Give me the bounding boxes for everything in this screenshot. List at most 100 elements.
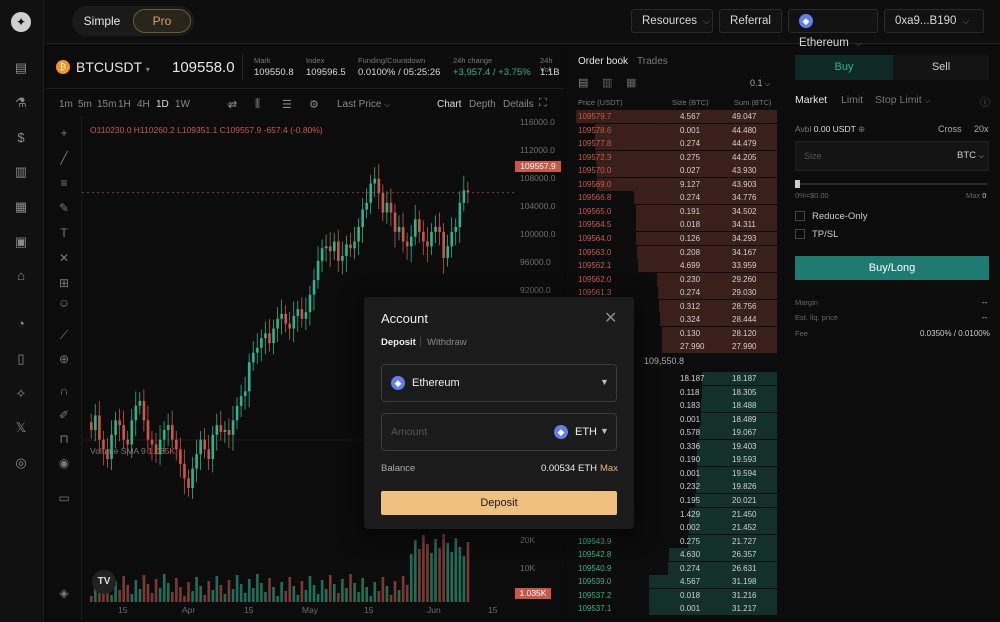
interval-5m[interactable]: 5m bbox=[78, 99, 92, 110]
sparkle-icon[interactable]: ✧ bbox=[15, 386, 27, 401]
globe-icon[interactable]: ◎ bbox=[15, 455, 27, 470]
step-select[interactable]: 0.1 ⌵ bbox=[750, 78, 771, 88]
bid-row[interactable]: 109539.0 4.567 31.198 bbox=[566, 575, 783, 589]
bid-row[interactable]: 109540.9 0.274 26.631 bbox=[566, 561, 783, 576]
ask-row[interactable]: 109561.3 0.274 29.030 bbox=[566, 286, 783, 300]
info-icon[interactable]: ⓘ bbox=[980, 98, 990, 109]
ask-row[interactable]: 27.990 27.990 bbox=[566, 340, 783, 354]
margin-mode[interactable]: Cross bbox=[938, 124, 962, 134]
eye-icon[interactable]: ◉ bbox=[58, 456, 70, 470]
interval-1w[interactable]: 1W bbox=[175, 99, 190, 110]
bid-row[interactable]: 109537.1 0.001 31.217 bbox=[566, 602, 783, 616]
token-select[interactable]: ETH bbox=[575, 426, 597, 438]
bid-row[interactable]: 1.429 21.450 bbox=[566, 507, 783, 522]
interval-1h[interactable]: 1H bbox=[118, 99, 131, 110]
stats-icon[interactable]: ▦ bbox=[14, 199, 28, 214]
candle-type-icon[interactable]: ⇄ bbox=[228, 99, 238, 111]
book-both-icon[interactable]: ▤ bbox=[578, 77, 589, 89]
indicators-icon[interactable]: ⫼ bbox=[255, 98, 261, 110]
close-icon[interactable]: ✕ bbox=[604, 310, 618, 327]
bid-row[interactable]: 109543.9 0.275 21.727 bbox=[566, 534, 783, 549]
magnet-icon[interactable]: ∩ bbox=[59, 384, 69, 398]
order-type-market[interactable]: Market bbox=[795, 94, 828, 106]
pattern-icon[interactable]: ✕ bbox=[58, 251, 70, 265]
size-slider[interactable] bbox=[797, 183, 987, 185]
ask-row[interactable]: 109572.3 0.275 44.205 bbox=[566, 150, 783, 165]
deposit-button[interactable]: Deposit bbox=[381, 491, 617, 515]
measure-ruler-icon[interactable]: ⊞ bbox=[58, 276, 70, 290]
ask-row[interactable]: 109564.5 0.018 34.311 bbox=[566, 218, 783, 232]
ask-row[interactable]: 0.312 28.756 bbox=[566, 299, 783, 314]
bid-row[interactable]: 0.190 19.593 bbox=[566, 453, 783, 467]
sell-tab[interactable]: Sell bbox=[893, 55, 989, 80]
leverage[interactable]: 20x bbox=[974, 124, 989, 134]
dollar-icon[interactable]: $ bbox=[17, 130, 25, 145]
bid-row[interactable]: 0.183 18.488 bbox=[566, 399, 783, 413]
mode-simple-button[interactable]: Simple bbox=[83, 14, 121, 28]
tab-depth[interactable]: Depth bbox=[469, 99, 496, 110]
ask-row[interactable]: 109570.0 0.027 43.930 bbox=[566, 164, 783, 178]
analytics-icon[interactable]: ▣ bbox=[14, 234, 28, 249]
ask-row[interactable]: 109577.8 0.274 44.479 bbox=[566, 137, 783, 151]
ask-row[interactable]: 109578.6 0.001 44.480 bbox=[566, 123, 783, 138]
size-unit-select[interactable]: BTC ⌵ bbox=[957, 150, 984, 161]
slider-thumb[interactable] bbox=[795, 180, 800, 188]
gift-icon[interactable]: ⌂ bbox=[17, 268, 25, 283]
pencil-lock-icon[interactable]: ✐ bbox=[58, 408, 70, 422]
bid-row[interactable]: 18.187 18.187 bbox=[566, 372, 783, 386]
document-icon[interactable]: ▯ bbox=[17, 351, 25, 366]
ruler-icon[interactable]: ⟋ bbox=[59, 328, 69, 342]
tab-deposit[interactable]: Deposit bbox=[381, 337, 416, 348]
x-social-icon[interactable]: 𝕏 bbox=[15, 420, 27, 435]
ask-row[interactable]: 109563.0 0.208 34.167 bbox=[566, 245, 783, 260]
mode-pro-button[interactable]: Pro bbox=[133, 9, 191, 33]
tab-details[interactable]: Details bbox=[503, 99, 534, 110]
emoji-icon[interactable]: ☺ bbox=[57, 296, 71, 310]
fullscreen-icon[interactable]: ⛶ bbox=[539, 97, 547, 109]
tab-order-book[interactable]: Order book bbox=[578, 56, 629, 67]
ask-row[interactable]: 109562.1 4.699 33.959 bbox=[566, 259, 783, 273]
resources-menu[interactable]: Resources ⌵ bbox=[631, 9, 713, 33]
interval-1d[interactable]: 1D bbox=[156, 99, 169, 110]
lock-icon[interactable]: ⊓ bbox=[59, 432, 69, 446]
trade-icon[interactable]: ▤ bbox=[14, 60, 28, 75]
ask-row[interactable]: 109579.7 4.567 49.047 bbox=[566, 110, 783, 124]
ask-row[interactable]: 109566.8 0.274 34.776 bbox=[566, 191, 783, 205]
network-dropdown[interactable]: ◆ Ethereum ▼ bbox=[381, 364, 617, 402]
bid-row[interactable]: 0.578 19.067 bbox=[566, 426, 783, 440]
brush-icon[interactable]: ✎ bbox=[58, 201, 70, 215]
bid-row[interactable]: 0.001 18.489 bbox=[566, 412, 783, 427]
tab-trades[interactable]: Trades bbox=[637, 56, 668, 67]
reduce-only-checkbox[interactable] bbox=[795, 211, 805, 221]
wallet-button[interactable]: 0xa9...B190 ⌵ bbox=[884, 9, 984, 33]
interval-4h[interactable]: 4H bbox=[137, 99, 150, 110]
price-type-select[interactable]: Last Price ⌵ bbox=[337, 99, 391, 110]
book-asks-icon[interactable]: ▦ bbox=[626, 77, 637, 89]
price-chart[interactable] bbox=[82, 116, 514, 604]
tab-chart[interactable]: Chart bbox=[437, 99, 462, 110]
ask-row[interactable]: 109564.0 0.126 34.293 bbox=[566, 231, 783, 246]
layout-icon[interactable]: ☰ bbox=[282, 99, 292, 111]
tradingview-logo[interactable]: TV bbox=[92, 570, 116, 594]
transfer-icon[interactable]: ⊕ bbox=[858, 124, 866, 134]
bid-row[interactable]: 109542.8 4.630 26.357 bbox=[566, 548, 783, 562]
flask-icon[interactable]: ⚗ bbox=[15, 95, 27, 110]
referral-button[interactable]: Referral bbox=[719, 9, 782, 33]
ask-row[interactable]: 0.130 28.120 bbox=[566, 326, 783, 341]
ask-row[interactable]: 109565.0 0.191 34.502 bbox=[566, 204, 783, 219]
bid-row[interactable]: 0.118 18.305 bbox=[566, 385, 783, 400]
gauge-icon[interactable]: ◔ bbox=[17, 316, 25, 331]
book-bids-icon[interactable]: ▥ bbox=[602, 77, 613, 89]
amount-input[interactable]: Amount ◆ ETH ▼ bbox=[381, 413, 617, 451]
interval-15m[interactable]: 15m bbox=[97, 99, 117, 110]
ask-row[interactable]: 0.324 28.444 bbox=[566, 313, 783, 327]
bid-row[interactable]: 109537.2 0.018 31.216 bbox=[566, 588, 783, 603]
trash-icon[interactable]: ▭ bbox=[58, 491, 70, 505]
size-input[interactable]: Size BTC ⌵ bbox=[795, 141, 989, 171]
chevron-down-icon[interactable]: ⌵ bbox=[226, 99, 234, 110]
order-type-stop-limit[interactable]: Stop Limit ⌵ bbox=[875, 94, 931, 106]
bar-chart-icon[interactable]: ▥ bbox=[14, 164, 28, 179]
bid-row[interactable]: 0.002 21.452 bbox=[566, 521, 783, 535]
max-button[interactable]: Max bbox=[600, 463, 618, 474]
buy-long-button[interactable]: Buy/Long bbox=[795, 256, 989, 280]
